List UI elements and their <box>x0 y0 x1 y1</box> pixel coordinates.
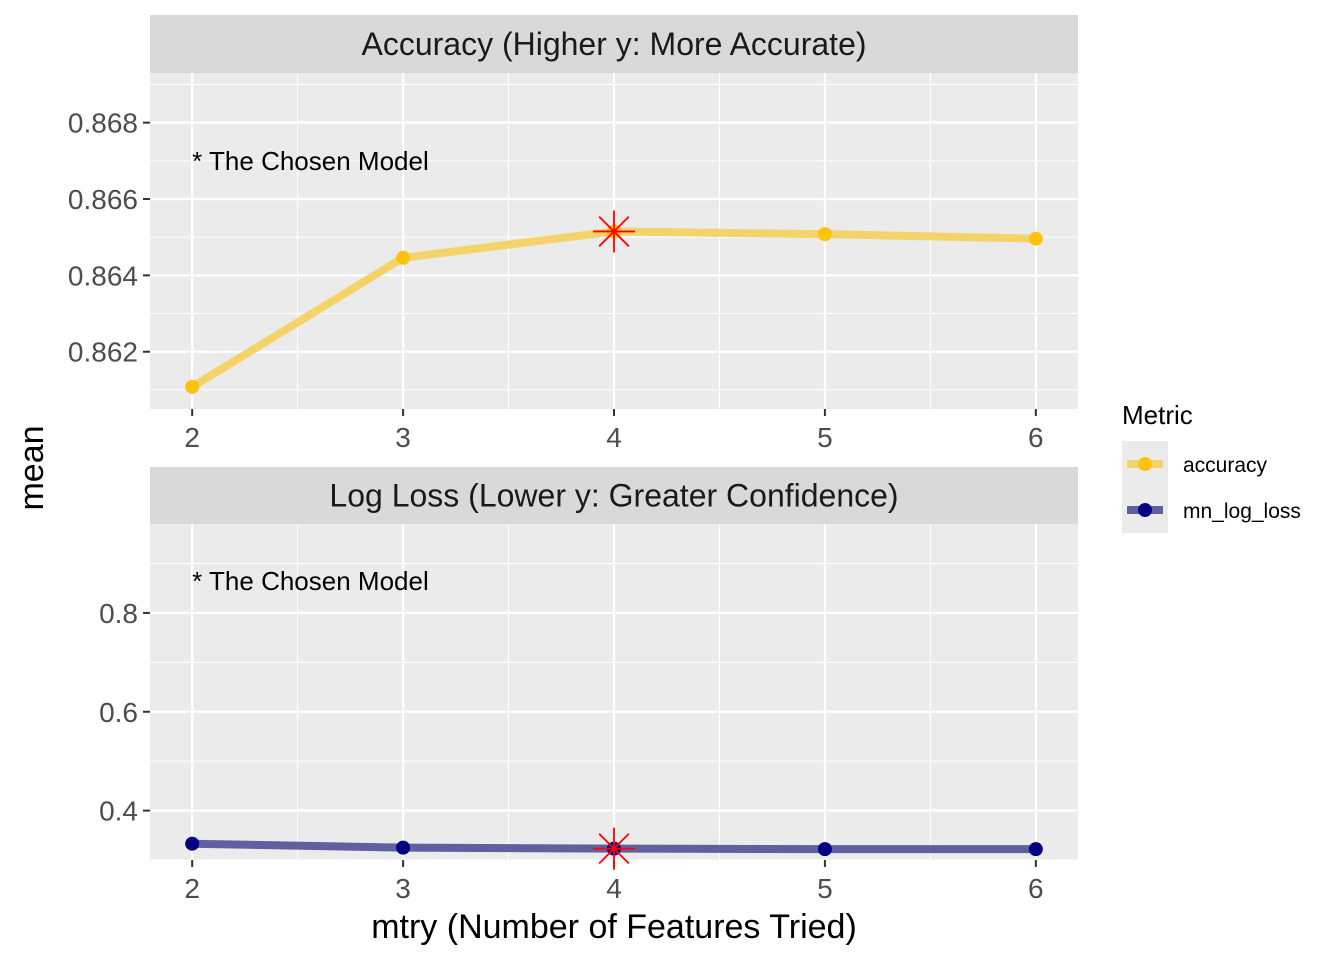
data-point-accuracy <box>1028 231 1043 246</box>
x-tick-label: 3 <box>395 422 411 453</box>
data-point-mn_log_loss <box>1028 842 1043 857</box>
x-tick-label: 5 <box>817 873 833 904</box>
legend-title: Metric <box>1122 400 1193 430</box>
x-tick-label: 4 <box>606 873 622 904</box>
chosen-model-annotation: * The Chosen Model <box>192 146 429 176</box>
y-tick-label: 0.4 <box>99 796 138 827</box>
chosen-marker-stroke <box>598 215 630 247</box>
y-axis-title: mean <box>13 425 51 510</box>
data-point-accuracy <box>817 227 832 242</box>
chosen-model-annotation: * The Chosen Model <box>192 566 429 596</box>
x-tick-label: 3 <box>395 873 411 904</box>
panel-strip <box>150 15 1078 73</box>
x-axis-title: mtry (Number of Features Tried) <box>371 908 857 946</box>
x-tick-label: 6 <box>1028 873 1044 904</box>
legend-items: accuracy mn_log_loss <box>1127 454 1301 523</box>
y-tick-label: 0.868 <box>68 108 138 139</box>
x-tick-label: 2 <box>184 422 200 453</box>
panel-mn_log_loss: Log Loss (Lower y: Greater Confidence) 0.… <box>99 467 1078 904</box>
legend-key-point <box>1138 503 1152 517</box>
y-tick-label: 0.866 <box>68 184 138 215</box>
legend-label: mn_log_loss <box>1183 500 1301 523</box>
legend-label: accuracy <box>1183 454 1268 477</box>
y-tick-label: 0.862 <box>68 337 138 368</box>
y-tick-label: 0.6 <box>99 697 138 728</box>
data-point-accuracy <box>396 250 411 265</box>
legend-item-mn_log_loss: mn_log_loss <box>1127 500 1301 523</box>
panels-layer: Accuracy (Higher y: More Accurate)0.8620… <box>68 15 1078 904</box>
legend-item-accuracy: accuracy <box>1127 454 1268 477</box>
x-tick-label: 4 <box>606 422 622 453</box>
x-tick-label: 5 <box>817 422 833 453</box>
y-tick-label: 0.8 <box>99 598 138 629</box>
panel-accuracy: Accuracy (Higher y: More Accurate) 0.862 0… <box>68 15 1078 453</box>
y-tick-label: 0.864 <box>68 260 138 291</box>
data-point-mn_log_loss <box>185 836 200 851</box>
chosen-model-marker <box>593 827 635 870</box>
legend: Metric accuracy mn_log_loss <box>1122 400 1301 533</box>
panel-strip <box>150 467 1078 524</box>
chosen-model-marker <box>593 210 635 253</box>
legend-key-point <box>1138 457 1152 471</box>
x-tick-label: 6 <box>1028 422 1044 453</box>
data-point-mn_log_loss <box>817 842 832 857</box>
data-point-accuracy <box>185 379 200 394</box>
chosen-marker-stroke <box>598 833 630 865</box>
data-point-mn_log_loss <box>396 840 411 855</box>
panel-title: Log Loss (Lower y: Greater Confidence) <box>329 478 898 514</box>
legend-key-background <box>1122 441 1168 533</box>
panel-title: Accuracy (Higher y: More Accurate) <box>361 26 866 62</box>
x-tick-label: 2 <box>184 873 200 904</box>
